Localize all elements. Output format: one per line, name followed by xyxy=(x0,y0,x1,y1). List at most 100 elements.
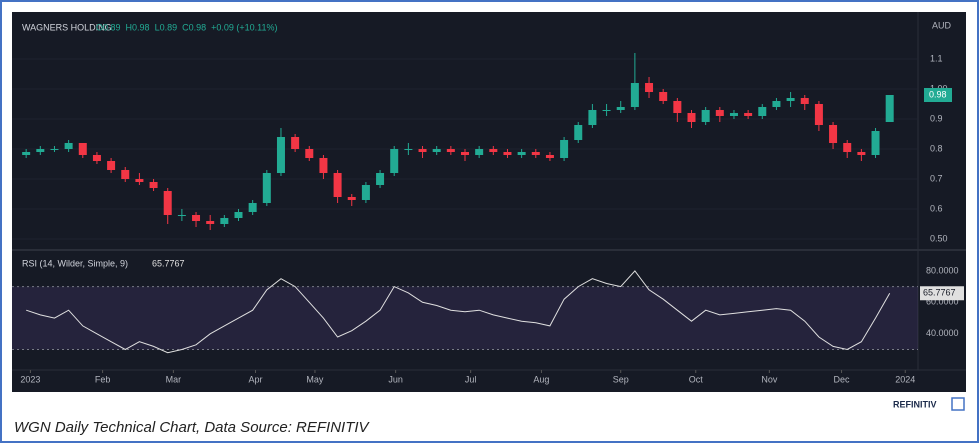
brand: REFINITIV xyxy=(893,399,937,409)
candle-body xyxy=(418,149,427,152)
candle-body xyxy=(701,110,710,122)
ohlc-legend: H0.98 xyxy=(126,22,150,32)
footer-strip xyxy=(12,395,966,413)
candle-body xyxy=(517,152,526,155)
currency: AUD xyxy=(932,20,952,30)
x-tick-label: Jul xyxy=(465,374,477,384)
x-tick-label: 2023 xyxy=(20,374,40,384)
y-tick-label: 0.8 xyxy=(930,143,943,153)
x-tick-label: Aug xyxy=(533,374,549,384)
candle-body xyxy=(715,110,724,116)
candle-body xyxy=(758,107,767,116)
x-tick-label: 2024 xyxy=(895,374,915,384)
rsi-tag: 65.7767 xyxy=(923,288,956,298)
candle-body xyxy=(248,203,257,212)
candle-body xyxy=(192,215,201,221)
candle-body xyxy=(333,173,342,197)
candle-body xyxy=(135,179,144,182)
candle-body xyxy=(786,98,795,101)
ohlc-legend: C0.98 xyxy=(182,22,206,32)
x-tick-label: Sep xyxy=(613,374,629,384)
candle-body xyxy=(163,191,172,215)
candle-body xyxy=(588,110,597,125)
rsi-tick-label: 40.0000 xyxy=(926,328,959,338)
candle-body xyxy=(78,143,87,155)
candle-body xyxy=(871,131,880,155)
candle-body xyxy=(645,83,654,92)
candle-body xyxy=(800,98,809,104)
x-tick-label: Apr xyxy=(248,374,262,384)
candle-body xyxy=(687,113,696,122)
candle-body xyxy=(50,149,59,150)
candle-body xyxy=(319,158,328,173)
candle-body xyxy=(574,125,583,140)
candle-body xyxy=(885,95,894,122)
ohlc-legend: +0.09 (+10.11%) xyxy=(211,22,277,32)
candle-body xyxy=(531,152,540,155)
ohlc-legend: L0.89 xyxy=(155,22,178,32)
y-tick-label: 0.9 xyxy=(930,113,943,123)
rsi-tick-label: 80.0000 xyxy=(926,265,959,275)
candle-body xyxy=(616,107,625,110)
candle-body xyxy=(475,149,484,155)
candle-body xyxy=(744,113,753,116)
y-tick-label: 1.1 xyxy=(930,53,943,63)
x-tick-label: Mar xyxy=(166,374,182,384)
y-tick-label: 0.7 xyxy=(930,173,943,183)
candle-body xyxy=(361,185,370,200)
candle-body xyxy=(560,140,569,158)
candle-body xyxy=(36,149,45,152)
y-tick-label: 0.50 xyxy=(930,233,948,243)
x-tick-label: Jun xyxy=(388,374,403,384)
candle-body xyxy=(446,149,455,152)
candle-body xyxy=(262,173,271,203)
candle-body xyxy=(390,149,399,173)
ohlc-legend: O0.89 xyxy=(96,22,121,32)
rsi-title: RSI (14, Wilder, Simple, 9) xyxy=(22,258,128,268)
x-tick-label: Dec xyxy=(834,374,851,384)
rsi-line xyxy=(26,270,891,354)
rsi-value: 65.7767 xyxy=(152,258,185,268)
candle-body xyxy=(291,137,300,149)
candle-body xyxy=(503,152,512,155)
candle-body xyxy=(305,149,314,158)
candle-body xyxy=(673,101,682,113)
candle-body xyxy=(630,83,639,107)
rsi-band xyxy=(12,286,918,350)
price-tag: 0.98 xyxy=(929,89,947,99)
candle-body xyxy=(64,143,73,149)
candle-body xyxy=(489,149,498,152)
candle-body xyxy=(206,221,215,224)
candle-body xyxy=(843,143,852,152)
candle-body xyxy=(347,197,356,200)
candle-body xyxy=(177,215,186,216)
rsi-tick-label: 60.0000 xyxy=(926,297,959,307)
candle-body xyxy=(121,170,130,179)
candle-body xyxy=(149,182,158,188)
x-tick-label: Oct xyxy=(689,374,704,384)
candle-body xyxy=(602,110,611,111)
x-tick-label: Nov xyxy=(761,374,778,384)
brand-logo xyxy=(951,397,965,411)
symbol: WAGNERS HOLDING xyxy=(22,22,112,32)
y-tick-label: 0.6 xyxy=(930,203,943,213)
candle-body xyxy=(22,152,31,155)
candle-body xyxy=(545,155,554,158)
candle-body xyxy=(432,149,441,152)
caption: WGN Daily Technical Chart, Data Source: … xyxy=(14,419,371,436)
candle-body xyxy=(234,212,243,218)
x-tick-label: Feb xyxy=(95,374,111,384)
candle-body xyxy=(92,155,101,161)
candle-body xyxy=(729,113,738,116)
candle-body xyxy=(376,173,385,185)
candle-body xyxy=(220,218,229,224)
candle-body xyxy=(107,161,116,170)
x-tick-label: May xyxy=(306,374,324,384)
candle-body xyxy=(814,104,823,125)
price-tag-bg xyxy=(924,88,952,102)
candle-body xyxy=(404,149,413,150)
candle-body xyxy=(461,152,469,155)
candle-body xyxy=(659,92,668,101)
candle-body xyxy=(857,152,866,155)
